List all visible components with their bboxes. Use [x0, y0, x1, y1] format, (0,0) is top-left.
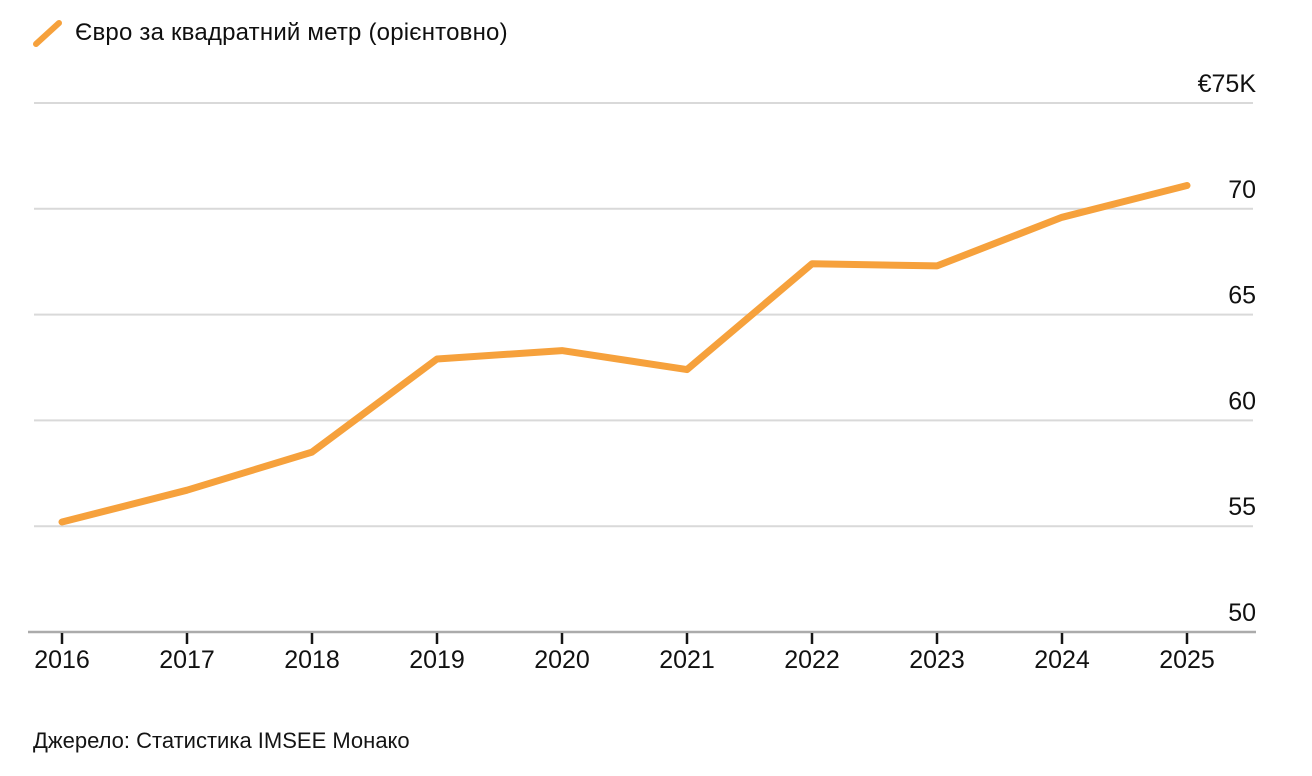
x-axis-label: 2021 — [659, 646, 715, 674]
y-axis-label: 55 — [1228, 493, 1256, 521]
x-axis-label: 2019 — [409, 646, 465, 674]
legend-label: Євро за квадратний метр (орієнтовно) — [75, 19, 508, 46]
price-line-series — [58, 182, 1191, 526]
y-axis-label: 50 — [1228, 599, 1256, 627]
source-credit: Джерело: Статистика IMSEE Монако — [33, 728, 410, 753]
y-axis-label: 65 — [1228, 282, 1256, 310]
x-axis-label: 2016 — [34, 646, 90, 674]
x-axis-label: 2025 — [1159, 646, 1215, 674]
x-axis-label: 2020 — [534, 646, 590, 674]
x-axis-label: 2018 — [284, 646, 340, 674]
x-axis-label: 2024 — [1034, 646, 1090, 674]
y-axis-label: €75K — [1198, 70, 1257, 98]
x-axis-label: 2023 — [909, 646, 965, 674]
legend: Євро за квадратний метр (орієнтовно) — [33, 17, 508, 49]
line-series-marker-icon — [33, 20, 62, 47]
y-axis-label: 70 — [1228, 176, 1256, 204]
x-axis-label: 2017 — [159, 646, 215, 674]
y-axis-label: 60 — [1228, 387, 1256, 415]
x-axis-label: 2022 — [784, 646, 840, 674]
legend-marker-stroke — [33, 20, 62, 47]
